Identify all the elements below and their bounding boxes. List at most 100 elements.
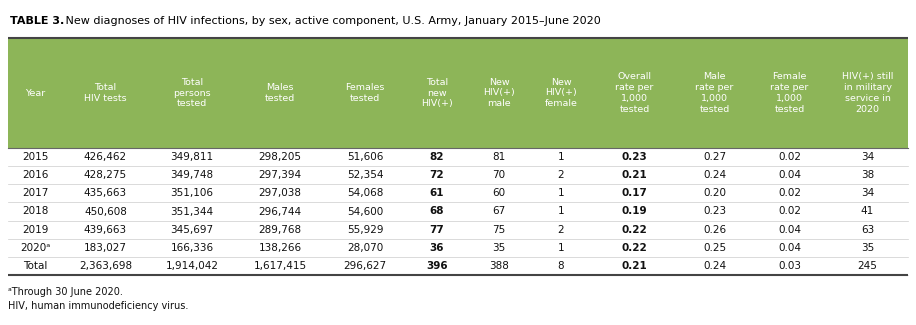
Text: 2020ᵃ: 2020ᵃ (20, 243, 50, 253)
Text: 345,697: 345,697 (170, 225, 213, 235)
Text: 1,914,042: 1,914,042 (166, 261, 219, 271)
Text: 61: 61 (430, 188, 444, 198)
Text: 0.23: 0.23 (622, 152, 648, 162)
Text: 439,663: 439,663 (84, 225, 127, 235)
Text: 1: 1 (558, 243, 564, 253)
Text: 0.02: 0.02 (778, 152, 801, 162)
Text: Overall
rate per
1,000
tested: Overall rate per 1,000 tested (616, 72, 654, 114)
Text: HIV(+) still
in military
service in
2020: HIV(+) still in military service in 2020 (842, 72, 893, 114)
Text: 1: 1 (558, 206, 564, 216)
Text: 2017: 2017 (22, 188, 49, 198)
Text: 54,068: 54,068 (347, 188, 383, 198)
Text: 36: 36 (430, 243, 444, 253)
Text: 63: 63 (861, 225, 874, 235)
Text: 2016: 2016 (22, 170, 49, 180)
Text: 0.25: 0.25 (703, 243, 726, 253)
Text: 52,354: 52,354 (347, 170, 383, 180)
Text: New diagnoses of HIV infections, by sex, active component, U.S. Army, January 20: New diagnoses of HIV infections, by sex,… (62, 16, 601, 26)
Text: 2018: 2018 (22, 206, 49, 216)
Text: 297,038: 297,038 (258, 188, 301, 198)
Text: 2019: 2019 (22, 225, 49, 235)
Text: 0.24: 0.24 (703, 261, 726, 271)
Text: 70: 70 (493, 170, 506, 180)
Text: 296,627: 296,627 (344, 261, 387, 271)
Text: 245: 245 (857, 261, 878, 271)
Text: 0.27: 0.27 (703, 152, 726, 162)
Text: 349,811: 349,811 (170, 152, 213, 162)
Text: Males
tested: Males tested (265, 83, 295, 103)
Text: 35: 35 (493, 243, 506, 253)
Text: 0.22: 0.22 (622, 243, 648, 253)
Text: 75: 75 (493, 225, 506, 235)
Text: 2: 2 (558, 170, 564, 180)
Text: 54,600: 54,600 (347, 206, 383, 216)
Text: Total
HIV tests: Total HIV tests (84, 83, 126, 103)
Text: New
HIV(+)
female: New HIV(+) female (545, 78, 577, 108)
Text: 1,617,415: 1,617,415 (254, 261, 307, 271)
Text: 28,070: 28,070 (347, 243, 383, 253)
Text: ᵃThrough 30 June 2020.: ᵃThrough 30 June 2020. (8, 287, 123, 297)
Text: 2015: 2015 (22, 152, 49, 162)
Text: 38: 38 (861, 170, 874, 180)
Text: 81: 81 (493, 152, 506, 162)
Text: Total: Total (23, 261, 48, 271)
Text: 351,344: 351,344 (170, 206, 213, 216)
Text: 35: 35 (861, 243, 874, 253)
Text: 297,394: 297,394 (258, 170, 301, 180)
Text: Total
new
HIV(+): Total new HIV(+) (421, 78, 453, 108)
Text: HIV, human immunodeficiency virus.: HIV, human immunodeficiency virus. (8, 301, 189, 311)
Text: 0.20: 0.20 (703, 188, 726, 198)
Text: 298,205: 298,205 (258, 152, 301, 162)
Text: Year: Year (26, 88, 46, 98)
Text: 0.22: 0.22 (622, 225, 648, 235)
Text: 8: 8 (558, 261, 564, 271)
Text: 0.21: 0.21 (622, 170, 648, 180)
Text: Total
persons
tested: Total persons tested (173, 78, 211, 108)
Text: 0.03: 0.03 (778, 261, 801, 271)
Text: New
HIV(+)
male: New HIV(+) male (483, 78, 515, 108)
Text: 1: 1 (558, 152, 564, 162)
Text: 396: 396 (426, 261, 448, 271)
Text: 0.21: 0.21 (622, 261, 648, 271)
Text: Female
rate per
1,000
tested: Female rate per 1,000 tested (770, 72, 809, 114)
Text: 138,266: 138,266 (258, 243, 301, 253)
Text: 0.02: 0.02 (778, 188, 801, 198)
Text: 349,748: 349,748 (170, 170, 213, 180)
Text: 72: 72 (430, 170, 444, 180)
Text: 41: 41 (861, 206, 874, 216)
Text: 77: 77 (430, 225, 444, 235)
Text: 1: 1 (558, 188, 564, 198)
Text: 0.24: 0.24 (703, 170, 726, 180)
Text: 0.26: 0.26 (703, 225, 726, 235)
Text: TABLE 3.: TABLE 3. (10, 16, 64, 26)
Text: 68: 68 (430, 206, 444, 216)
Text: 82: 82 (430, 152, 444, 162)
Text: 388: 388 (489, 261, 509, 271)
Text: 34: 34 (861, 152, 874, 162)
Bar (8, 38, 908, 148)
Text: 428,275: 428,275 (84, 170, 127, 180)
Text: 166,336: 166,336 (170, 243, 213, 253)
Text: 60: 60 (493, 188, 506, 198)
Text: 0.04: 0.04 (778, 243, 801, 253)
Text: 435,663: 435,663 (84, 188, 127, 198)
Text: 0.19: 0.19 (622, 206, 648, 216)
Text: 426,462: 426,462 (84, 152, 127, 162)
Text: 0.04: 0.04 (778, 225, 801, 235)
Text: 67: 67 (493, 206, 506, 216)
Text: Females
tested: Females tested (345, 83, 385, 103)
Text: 296,744: 296,744 (258, 206, 301, 216)
Text: 0.02: 0.02 (778, 206, 801, 216)
Text: 2: 2 (558, 225, 564, 235)
Text: 55,929: 55,929 (347, 225, 383, 235)
Text: 0.17: 0.17 (622, 188, 648, 198)
Text: 34: 34 (861, 188, 874, 198)
Text: Male
rate per
1,000
tested: Male rate per 1,000 tested (695, 72, 734, 114)
Text: 0.23: 0.23 (703, 206, 726, 216)
Text: 0.04: 0.04 (778, 170, 801, 180)
Text: 450,608: 450,608 (84, 206, 127, 216)
Text: 351,106: 351,106 (170, 188, 213, 198)
Text: 289,768: 289,768 (258, 225, 301, 235)
Text: 183,027: 183,027 (84, 243, 127, 253)
Text: 51,606: 51,606 (347, 152, 383, 162)
